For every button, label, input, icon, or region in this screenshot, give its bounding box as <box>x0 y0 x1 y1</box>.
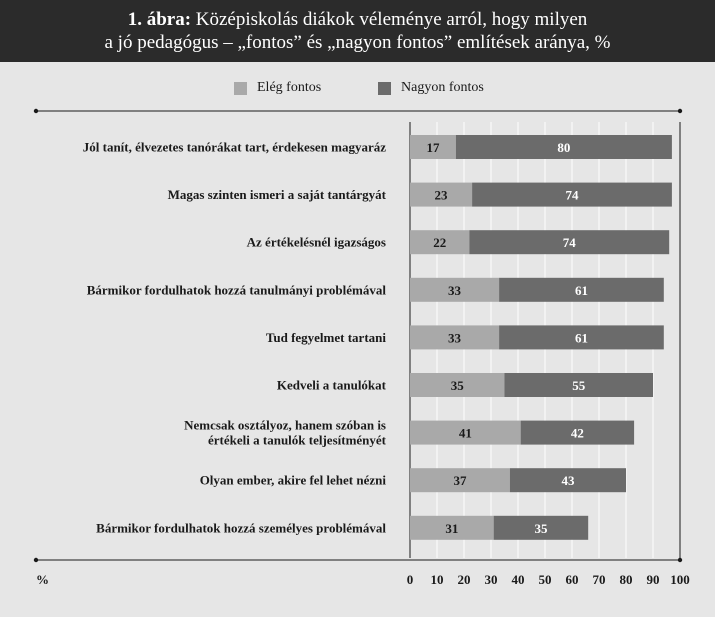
figure-header: 1. ábra: Középiskolás diákok véleménye a… <box>0 0 715 62</box>
x-tick-label-90: 90 <box>647 572 660 587</box>
bottom-rule-dot-right <box>677 557 683 563</box>
x-tick-label-80: 80 <box>620 572 633 587</box>
value-label-nagyon-fontos-8: 43 <box>561 473 575 488</box>
x-tick-label-40: 40 <box>512 572 525 587</box>
x-tick-label-60: 60 <box>566 572 579 587</box>
category-label-5: Tud fegyelmet tartani <box>266 330 387 345</box>
value-label-nagyon-fontos-1: 80 <box>557 140 570 155</box>
bar-elog-fontos-4 <box>410 277 500 302</box>
value-label-nagyon-fontos-5: 61 <box>575 330 588 345</box>
value-label-elog-fontos-6: 35 <box>451 378 465 393</box>
value-label-elog-fontos-8: 37 <box>453 473 467 488</box>
bar-nagyon-fontos-3 <box>469 230 670 255</box>
category-label-2: Magas szinten ismeri a saját tantárgyát <box>168 187 387 202</box>
bar-elog-fontos-2 <box>410 182 473 207</box>
figure-title: 1. ábra: Középiskolás diákok véleménye a… <box>0 0 715 54</box>
category-label-9: Bármikor fordulhatok hozzá személyes pro… <box>96 520 386 535</box>
value-label-elog-fontos-5: 33 <box>448 330 462 345</box>
bar-nagyon-fontos-5 <box>499 325 664 350</box>
value-label-nagyon-fontos-9: 35 <box>534 521 548 536</box>
bar-elog-fontos-1 <box>410 135 456 159</box>
bar-elog-fontos-8 <box>410 468 510 493</box>
chart-legend: Elég fontos Nagyon fontos <box>0 80 715 98</box>
category-label-4: Bármikor fordulhatok hozzá tanulmányi pr… <box>87 282 387 297</box>
bar-elog-fontos-9 <box>410 515 494 540</box>
x-tick-label-50: 50 <box>539 572 552 587</box>
value-label-elog-fontos-1: 17 <box>426 140 440 155</box>
value-label-nagyon-fontos-4: 61 <box>575 283 588 298</box>
value-label-nagyon-fontos-3: 74 <box>563 235 577 250</box>
x-tick-label-100: 100 <box>670 572 690 587</box>
title-line-1: Középiskolás diákok véleménye arról, hog… <box>191 9 588 30</box>
legend-label-series-2: Nagyon fontos <box>401 80 484 95</box>
bar-nagyon-fontos-6 <box>504 373 653 397</box>
x-tick-label-30: 30 <box>485 572 498 587</box>
bar-elog-fontos-3 <box>410 230 470 255</box>
bar-nagyon-fontos-7 <box>520 420 635 445</box>
x-tick-label-20: 20 <box>458 572 471 587</box>
value-label-elog-fontos-9: 31 <box>445 521 458 536</box>
category-label-6: Kedveli a tanulókat <box>277 378 387 393</box>
x-tick-label-0: 0 <box>407 572 414 587</box>
value-label-elog-fontos-7: 41 <box>459 426 472 441</box>
bar-nagyon-fontos-4 <box>499 277 664 302</box>
top-rule-dot-left <box>33 108 39 114</box>
legend-item-series-1: Elég fontos <box>234 80 321 96</box>
x-tick-label-70: 70 <box>593 572 606 587</box>
legend-swatch-series-2 <box>378 81 391 95</box>
legend-label-series-1: Elég fontos <box>257 80 322 95</box>
bar-nagyon-fontos-9 <box>493 515 589 540</box>
category-label-3: Az értékelésnél igazságos <box>247 235 386 250</box>
category-label-8: Olyan ember, akire fel lehet nézni <box>200 473 387 488</box>
top-rule-dot-right <box>677 108 683 114</box>
value-label-elog-fontos-3: 22 <box>433 235 446 250</box>
value-label-elog-fontos-2: 23 <box>435 188 449 203</box>
figure-number: 1. ábra: <box>127 9 192 30</box>
x-tick-label-10: 10 <box>431 572 444 587</box>
bar-elog-fontos-5 <box>410 325 500 350</box>
category-label-7-line-2: értékeli a tanulók teljesítményét <box>208 433 387 448</box>
category-label-1: Jól tanít, élvezetes tanórákat tart, érd… <box>83 140 386 155</box>
bar-nagyon-fontos-2 <box>472 182 672 207</box>
legend-item-series-2: Nagyon fontos <box>378 80 484 96</box>
bottom-rule-dot-left <box>33 557 39 563</box>
value-label-nagyon-fontos-7: 42 <box>571 426 584 441</box>
bar-nagyon-fontos-8 <box>509 468 626 493</box>
bar-elog-fontos-6 <box>410 373 505 397</box>
x-axis-label: % <box>36 572 49 587</box>
bar-elog-fontos-7 <box>410 420 521 445</box>
category-label-7-line-1: Nemcsak osztályoz, hanem szóban is <box>184 418 386 433</box>
value-label-elog-fontos-4: 33 <box>448 283 462 298</box>
title-line-2: a jó pedagógus – „fontos” és „nagyon fon… <box>104 32 611 53</box>
bar-nagyon-fontos-1 <box>455 135 672 159</box>
legend-swatch-series-1 <box>234 81 247 95</box>
value-label-nagyon-fontos-6: 55 <box>572 378 586 393</box>
value-label-nagyon-fontos-2: 74 <box>566 188 580 203</box>
